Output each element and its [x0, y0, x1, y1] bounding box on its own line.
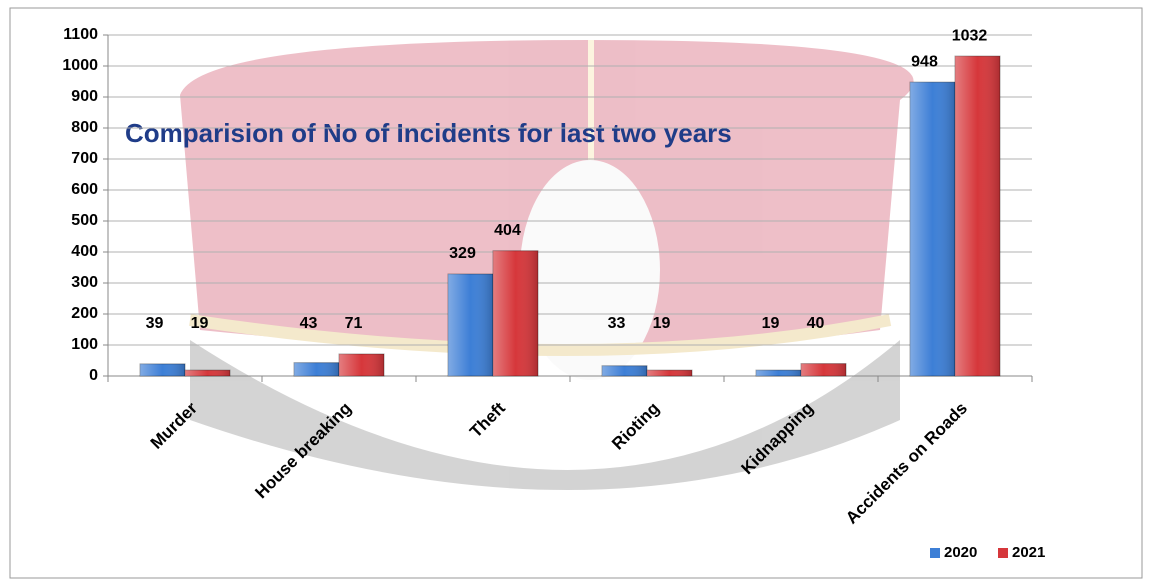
bar-shine — [339, 353, 384, 376]
data-label: 19 — [762, 315, 780, 332]
data-label: 39 — [146, 315, 164, 332]
legend-swatch — [930, 548, 940, 558]
chart-title: Comparision of No of Incidents for last … — [125, 118, 732, 148]
bar-shine — [602, 365, 647, 376]
data-label: 43 — [300, 315, 318, 332]
y-tick-label: 700 — [71, 150, 98, 167]
data-label: 1032 — [952, 27, 988, 44]
y-tick-label: 300 — [71, 274, 98, 291]
bar-shine — [955, 56, 1000, 377]
data-label: 40 — [807, 315, 825, 332]
y-tick-label: 100 — [71, 336, 98, 353]
bar-shine — [185, 370, 230, 376]
data-label: 33 — [608, 315, 626, 332]
bar-shine — [647, 370, 692, 376]
y-tick-label: 200 — [71, 305, 98, 322]
bar-shine — [140, 363, 185, 376]
y-tick-label: 900 — [71, 88, 98, 105]
y-tick-label: 800 — [71, 119, 98, 136]
y-tick-label: 1100 — [63, 26, 98, 43]
legend-label: 2021 — [1012, 544, 1045, 561]
data-label: 948 — [911, 53, 938, 70]
data-label: 404 — [494, 222, 521, 239]
data-label: 19 — [191, 315, 209, 332]
bar-shine — [801, 363, 846, 376]
data-label: 329 — [449, 245, 476, 262]
legend-label: 2020 — [944, 544, 977, 561]
data-label: 71 — [345, 315, 363, 332]
y-tick-label: 1000 — [62, 57, 98, 74]
y-tick-label: 400 — [71, 243, 98, 260]
y-tick-label: 0 — [89, 367, 98, 384]
bar-shine — [493, 250, 538, 376]
y-tick-label: 500 — [71, 212, 98, 229]
bar-shine — [910, 82, 955, 377]
bar-shine — [756, 370, 801, 376]
legend-swatch — [998, 548, 1008, 558]
bar-shine — [448, 274, 493, 376]
background-picture — [180, 40, 914, 490]
bar-shine — [294, 362, 339, 376]
y-tick-label: 600 — [71, 181, 98, 198]
data-label: 19 — [653, 315, 671, 332]
